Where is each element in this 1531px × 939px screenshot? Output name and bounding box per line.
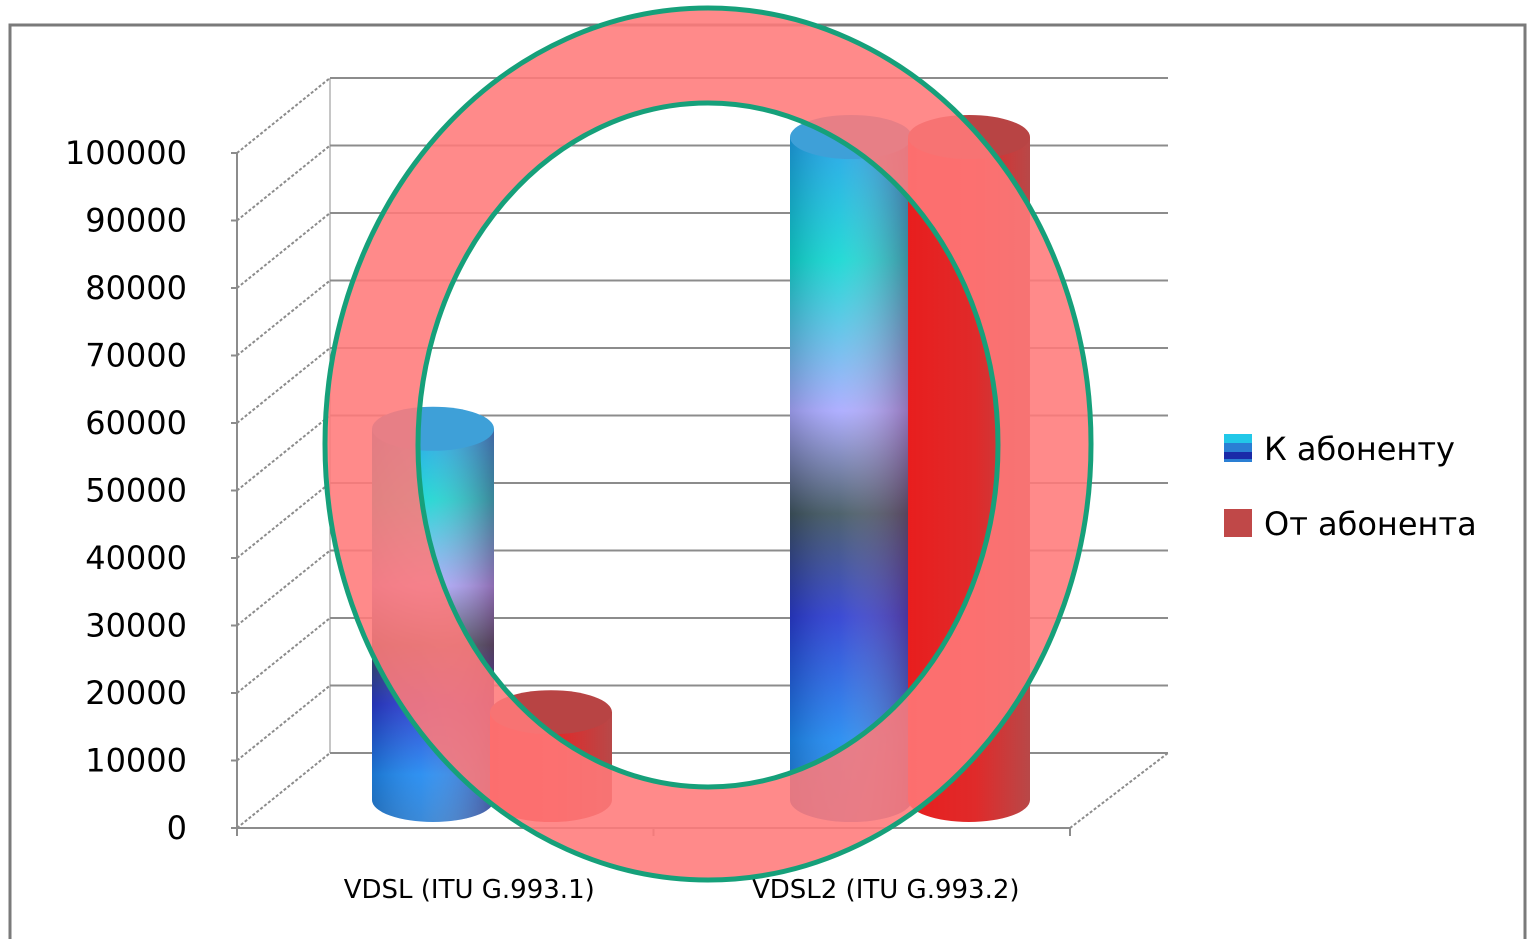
x-axis: VDSL (ITU G.993.1) VDSL2 (ITU G.993.2): [236, 828, 1071, 905]
gridline-side: [236, 617, 331, 694]
y-tick-label: 100000: [65, 134, 187, 172]
y-tick-label: 20000: [85, 674, 187, 712]
y-tick-label: 70000: [85, 337, 187, 375]
gridline-side: [236, 549, 331, 627]
y-tick-label: 0: [167, 809, 187, 847]
legend-swatch-highlight: [1224, 434, 1252, 443]
legend-item: От абонента: [1224, 505, 1477, 543]
gridline-side: [236, 752, 331, 829]
y-tick-label: 90000: [85, 202, 187, 240]
floor-edge: [1069, 752, 1169, 829]
legend-label: К абоненту: [1264, 430, 1455, 468]
gridline-side: [236, 347, 331, 424]
x-tick-label: VDSL (ITU G.993.1): [344, 875, 595, 905]
y-tick-label: 60000: [85, 404, 187, 442]
legend-item: К абоненту: [1224, 430, 1455, 468]
x-tick-label: VDSL2 (ITU G.993.2): [752, 875, 1020, 905]
gridline-side: [236, 212, 331, 289]
legend-swatch: [1224, 509, 1252, 537]
gridline-side: [236, 77, 331, 154]
y-axis: 0 10000 20000 30000 40000 50000 60000 70000 8000…: [65, 134, 237, 847]
gridline-side: [236, 482, 331, 559]
gridline-side: [236, 414, 331, 492]
gridline-side: [236, 279, 331, 357]
overlay-ring-inner: [415, 100, 1001, 790]
bar-shade: [790, 137, 912, 822]
legend: К абоненту От абонента: [1224, 430, 1477, 543]
y-tick-label: 40000: [85, 539, 187, 577]
legend-swatch-shadow: [1224, 452, 1252, 459]
gridline-side: [236, 144, 331, 222]
y-tick-label: 50000: [85, 472, 187, 510]
overlay-ring-outer: [322, 5, 1094, 883]
y-tick-label: 30000: [85, 607, 187, 645]
overlay-ring: [322, 5, 1094, 883]
y-tick-label: 80000: [85, 269, 187, 307]
bar: [790, 115, 912, 822]
gridline-side: [236, 684, 331, 762]
y-tick-label: 10000: [85, 742, 187, 780]
legend-label: От абонента: [1264, 505, 1477, 543]
